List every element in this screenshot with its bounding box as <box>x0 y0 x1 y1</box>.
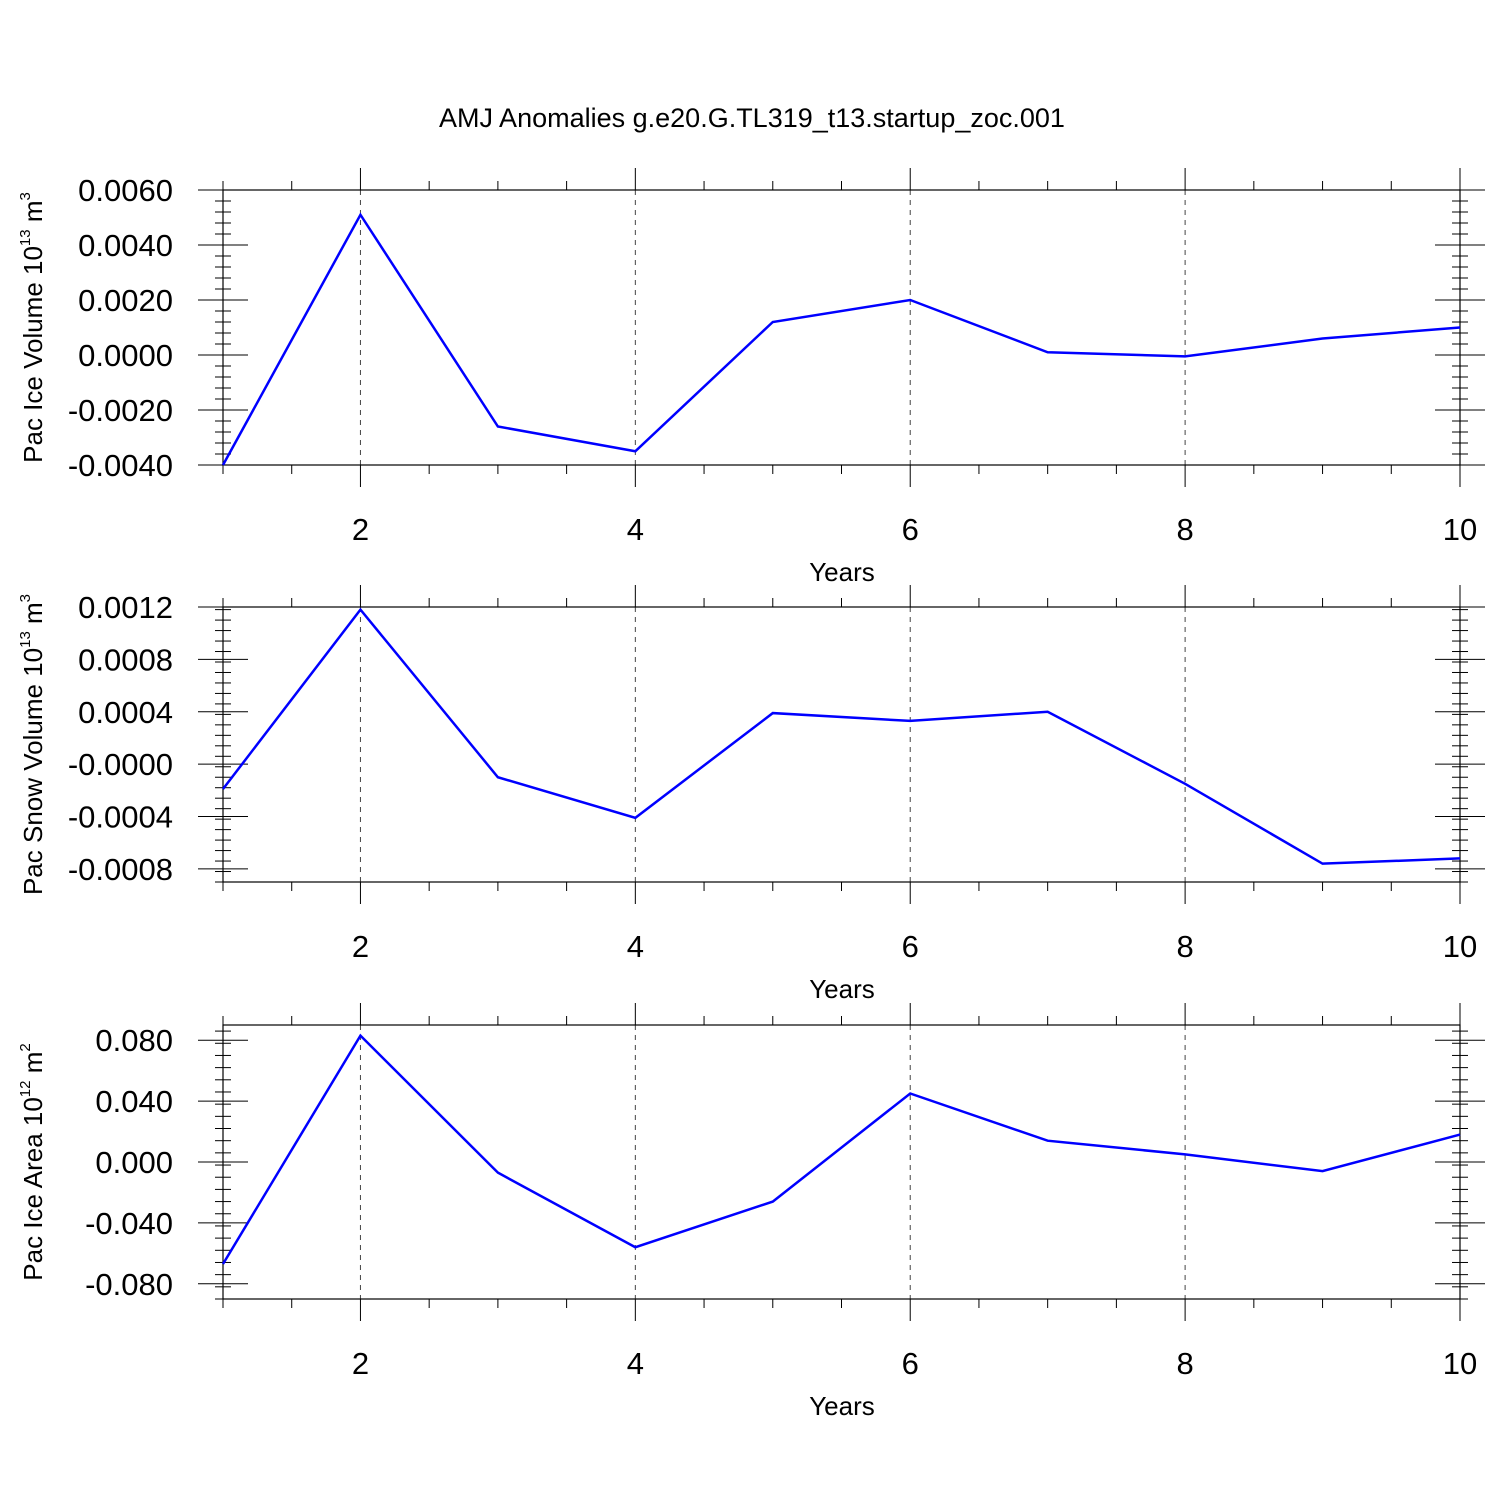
panel-3: -0.080 -0.040 0.000 0.040 0.080 2 4 6 8 10 Years Pa… <box>17 1003 1485 1421</box>
y-axis-title-superscript: 3 <box>17 192 34 200</box>
x-tick-label: 4 <box>627 512 644 547</box>
x-tick-label: 2 <box>352 929 369 964</box>
x-tick-label: 10 <box>1443 512 1477 547</box>
x-axis-title: Years <box>809 974 875 1004</box>
y-tick-label: -0.0000 <box>68 747 173 782</box>
y-tick-label: 0.0060 <box>78 173 173 208</box>
y-tick-label: 0.080 <box>95 1023 173 1058</box>
x-tick-label: 4 <box>627 1346 644 1381</box>
x-tick-label: 8 <box>1176 1346 1193 1381</box>
plot-frame <box>222 189 1461 466</box>
y-tick-label: -0.0040 <box>68 448 173 483</box>
y-axis-title-text: m <box>18 1052 48 1081</box>
y-tick-label: -0.0020 <box>68 393 173 428</box>
y-axis-title-superscript: 13 <box>17 631 34 648</box>
x-tick-label: 2 <box>352 1346 369 1381</box>
y-tick-label: 0.0000 <box>78 338 173 373</box>
y-axis-title: Pac Ice Volume 1013 m3 <box>17 192 48 463</box>
series-line <box>221 212 1461 466</box>
y-axis-title-text: Pac Ice Volume 10 <box>18 246 48 463</box>
y-tick-label: -0.0004 <box>68 800 173 835</box>
y-tick-label: 0.0040 <box>78 228 173 263</box>
y-axis-title: Pac Ice Area 1012 m2 <box>17 1043 48 1280</box>
plot-frame <box>222 1024 1461 1300</box>
x-tick-label: 6 <box>902 512 919 547</box>
y-axis-title-superscript: 3 <box>17 594 34 602</box>
x-axis-title: Years <box>809 557 875 587</box>
x-tick-label: 4 <box>627 929 644 964</box>
y-tick-label: 0.000 <box>95 1145 173 1180</box>
y-axis-title-text: m <box>18 200 48 229</box>
x-tick-label: 6 <box>902 1346 919 1381</box>
y-tick-label: 0.040 <box>95 1084 173 1119</box>
y-tick-label: 0.0012 <box>78 590 173 625</box>
series-line <box>222 607 1461 865</box>
panel-2: -0.0008 -0.0004 -0.0000 0.0004 0.0008 0.0012 2… <box>17 585 1485 1004</box>
y-tick-label: -0.080 <box>85 1267 173 1302</box>
x-tick-label: 8 <box>1176 512 1193 547</box>
y-axis-title-text: Pac Ice Area 10 <box>18 1097 48 1281</box>
chart-title: AMJ Anomalies g.e20.G.TL319_t13.startup_… <box>439 103 1065 133</box>
plot-frame <box>222 606 1461 883</box>
y-tick-label: -0.0008 <box>68 852 173 887</box>
x-tick-label: 2 <box>352 512 369 547</box>
panels: -0.0040 -0.0020 0.0000 0.0020 0.0040 0.0060 2 4… <box>17 168 1485 1421</box>
y-tick-label: 0.0020 <box>78 283 173 318</box>
y-axis-title-text: Pac Snow Volume 10 <box>18 648 48 895</box>
y-axis-title-text: m <box>18 602 48 631</box>
y-axis-title-superscript: 12 <box>17 1080 34 1097</box>
panel-1: -0.0040 -0.0020 0.0000 0.0020 0.0040 0.0060 2 4… <box>17 168 1485 587</box>
x-tick-label: 6 <box>902 929 919 964</box>
y-axis-title-superscript: 13 <box>17 229 34 246</box>
series-line <box>221 1033 1461 1265</box>
y-tick-label: 0.0008 <box>78 642 173 677</box>
y-tick-label: 0.0004 <box>78 695 173 730</box>
y-tick-label: -0.040 <box>85 1206 173 1241</box>
x-tick-label: 10 <box>1443 1346 1477 1381</box>
x-tick-label: 8 <box>1176 929 1193 964</box>
y-axis-title-superscript: 2 <box>17 1043 34 1051</box>
y-axis-title: Pac Snow Volume 1013 m3 <box>17 594 48 895</box>
x-tick-label: 10 <box>1443 929 1477 964</box>
x-axis-title: Years <box>809 1391 875 1421</box>
